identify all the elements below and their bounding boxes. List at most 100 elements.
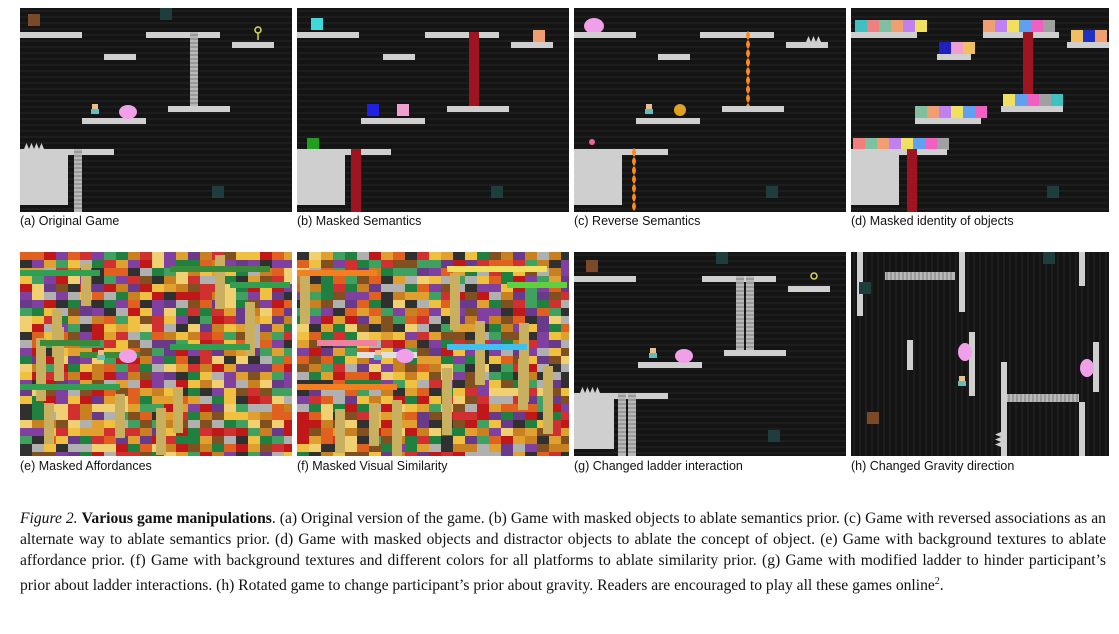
enemy-icon (119, 349, 137, 363)
texture-ladder (156, 408, 166, 455)
spike-icon (995, 437, 1001, 442)
platform (20, 32, 82, 38)
platform (636, 118, 700, 124)
texture-ladder (54, 327, 64, 381)
platform (297, 384, 397, 390)
masked-ladder (1023, 32, 1033, 110)
panel-b (297, 8, 569, 212)
texture-ladder (442, 368, 452, 435)
platform (20, 270, 100, 276)
object-block (1095, 30, 1107, 42)
enemy-icon (396, 349, 414, 363)
ladder (1007, 394, 1079, 402)
fire-icon (746, 85, 750, 94)
panel-h-game-image (851, 252, 1109, 456)
spike-icon (39, 143, 44, 149)
door-icon (212, 186, 224, 198)
platform (170, 266, 270, 272)
coin-icon (674, 104, 686, 116)
door-icon (716, 252, 728, 264)
platform (851, 32, 917, 38)
spike-icon (590, 387, 595, 393)
masked-ladder (469, 32, 479, 110)
platform (361, 118, 425, 124)
masked-object (891, 20, 903, 32)
door-icon (1043, 252, 1055, 264)
panel-f (297, 252, 569, 456)
masked-object (311, 18, 323, 30)
platform (638, 362, 702, 368)
object-block (1071, 30, 1083, 42)
platform (700, 32, 774, 38)
fire-icon (632, 202, 636, 211)
object-block (1015, 94, 1027, 106)
masked-object (1019, 20, 1031, 32)
object-block (915, 106, 927, 118)
fire-icon (632, 175, 636, 184)
ladder (885, 272, 955, 280)
fire-icon (632, 166, 636, 175)
object-block (913, 138, 925, 150)
fire-icon (746, 40, 750, 49)
platform (297, 32, 359, 38)
masked-object (903, 20, 915, 32)
platform (1079, 402, 1085, 456)
platform (937, 54, 971, 60)
player-icon (92, 104, 98, 109)
object-block (951, 42, 963, 54)
platform (425, 32, 499, 38)
fire-icon (746, 94, 750, 103)
platform (574, 32, 636, 38)
texture-ladder (115, 394, 125, 438)
panel-d-label: (d) Masked identity of objects (851, 214, 1014, 228)
object-block (1003, 94, 1015, 106)
panel-g-label: (g) Changed ladder interaction (574, 459, 743, 473)
door-icon (160, 8, 172, 20)
crate-icon (586, 260, 598, 272)
object-block (877, 138, 889, 150)
platform (230, 282, 290, 288)
platform (907, 340, 913, 370)
spike-icon (24, 143, 29, 149)
object-block (925, 138, 937, 150)
player-icon (646, 104, 652, 109)
platform (447, 344, 527, 350)
game-background (574, 252, 846, 456)
player-icon (650, 348, 656, 353)
platform (170, 344, 250, 350)
spike-icon (34, 143, 39, 149)
object-block (889, 138, 901, 150)
object-block (853, 138, 865, 150)
caption-figure-label: Figure 2. (20, 510, 78, 527)
key-icon (810, 272, 818, 280)
panel-f-label: (f) Masked Visual Similarity (297, 459, 448, 473)
platform (851, 149, 947, 155)
object-block (975, 106, 987, 118)
platform (851, 155, 899, 205)
object-block (865, 138, 877, 150)
platform (915, 118, 981, 124)
texture-ladder (369, 403, 379, 446)
platform (104, 54, 136, 60)
panel-g-game-image (574, 252, 846, 456)
masked-object (1007, 20, 1019, 32)
platform (297, 270, 377, 276)
platform (297, 155, 345, 205)
masked-object (307, 138, 319, 150)
texture-ladder (36, 338, 46, 401)
masked-object (867, 20, 879, 32)
texture-ladder (519, 323, 529, 402)
door-icon (768, 430, 780, 442)
door-icon (491, 186, 503, 198)
platform (1079, 252, 1085, 286)
player-icon (98, 350, 104, 355)
spike-icon (595, 387, 600, 393)
panel-c (574, 8, 846, 212)
panel-a (20, 8, 292, 212)
platform (82, 118, 146, 124)
platform (724, 350, 786, 356)
caption-end: . (939, 577, 944, 595)
figure-caption: Figure 2. Various game manipulations. (a… (20, 508, 1106, 596)
texture-ladder (245, 302, 255, 356)
masked-object (855, 20, 867, 32)
